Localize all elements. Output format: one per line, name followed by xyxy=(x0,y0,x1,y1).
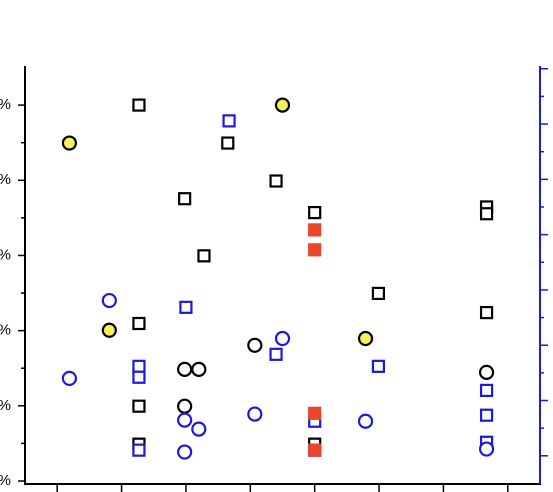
square-point xyxy=(132,316,146,331)
circle-point xyxy=(61,370,78,386)
circle-point xyxy=(357,330,374,347)
square-point xyxy=(178,192,192,206)
square-point xyxy=(132,399,146,413)
circle-point xyxy=(191,421,207,437)
circle-point xyxy=(177,412,193,428)
circle-point xyxy=(177,361,193,377)
square-point xyxy=(479,207,494,221)
circle-point xyxy=(101,322,117,338)
y-tick-label: % xyxy=(0,472,11,489)
square-point xyxy=(269,174,283,188)
square-point xyxy=(371,359,386,373)
circle-point xyxy=(478,364,495,380)
square-point xyxy=(308,406,322,420)
circle-point xyxy=(177,444,193,460)
y-tick-label: % xyxy=(0,246,11,263)
circle-point xyxy=(247,406,263,422)
circle-point xyxy=(101,292,117,309)
square-point xyxy=(308,206,322,220)
circle-point xyxy=(247,337,263,353)
square-point xyxy=(132,359,146,373)
circle-point xyxy=(478,441,495,457)
square-point xyxy=(479,383,494,398)
y-tick-label: % xyxy=(0,171,11,188)
square-point xyxy=(479,408,494,422)
square-point xyxy=(221,136,235,150)
circle-point xyxy=(274,330,291,347)
square-point xyxy=(479,305,494,320)
y-tick-label: % xyxy=(0,397,11,414)
y-tick-label: % xyxy=(0,96,11,113)
circle-point xyxy=(274,97,291,113)
circle-point xyxy=(61,135,78,151)
circle-point xyxy=(357,413,374,429)
square-point xyxy=(269,347,283,361)
circle-point xyxy=(177,398,193,414)
square-point xyxy=(132,443,146,457)
square-point xyxy=(197,249,211,263)
square-point xyxy=(371,286,386,301)
square-point xyxy=(132,98,146,112)
square-point xyxy=(132,370,146,384)
square-point xyxy=(222,114,236,128)
square-point xyxy=(308,443,322,457)
square-point xyxy=(179,300,193,314)
square-point xyxy=(308,243,322,257)
y-tick-label: % xyxy=(0,322,11,339)
circle-point xyxy=(191,361,207,377)
square-point xyxy=(308,223,322,237)
